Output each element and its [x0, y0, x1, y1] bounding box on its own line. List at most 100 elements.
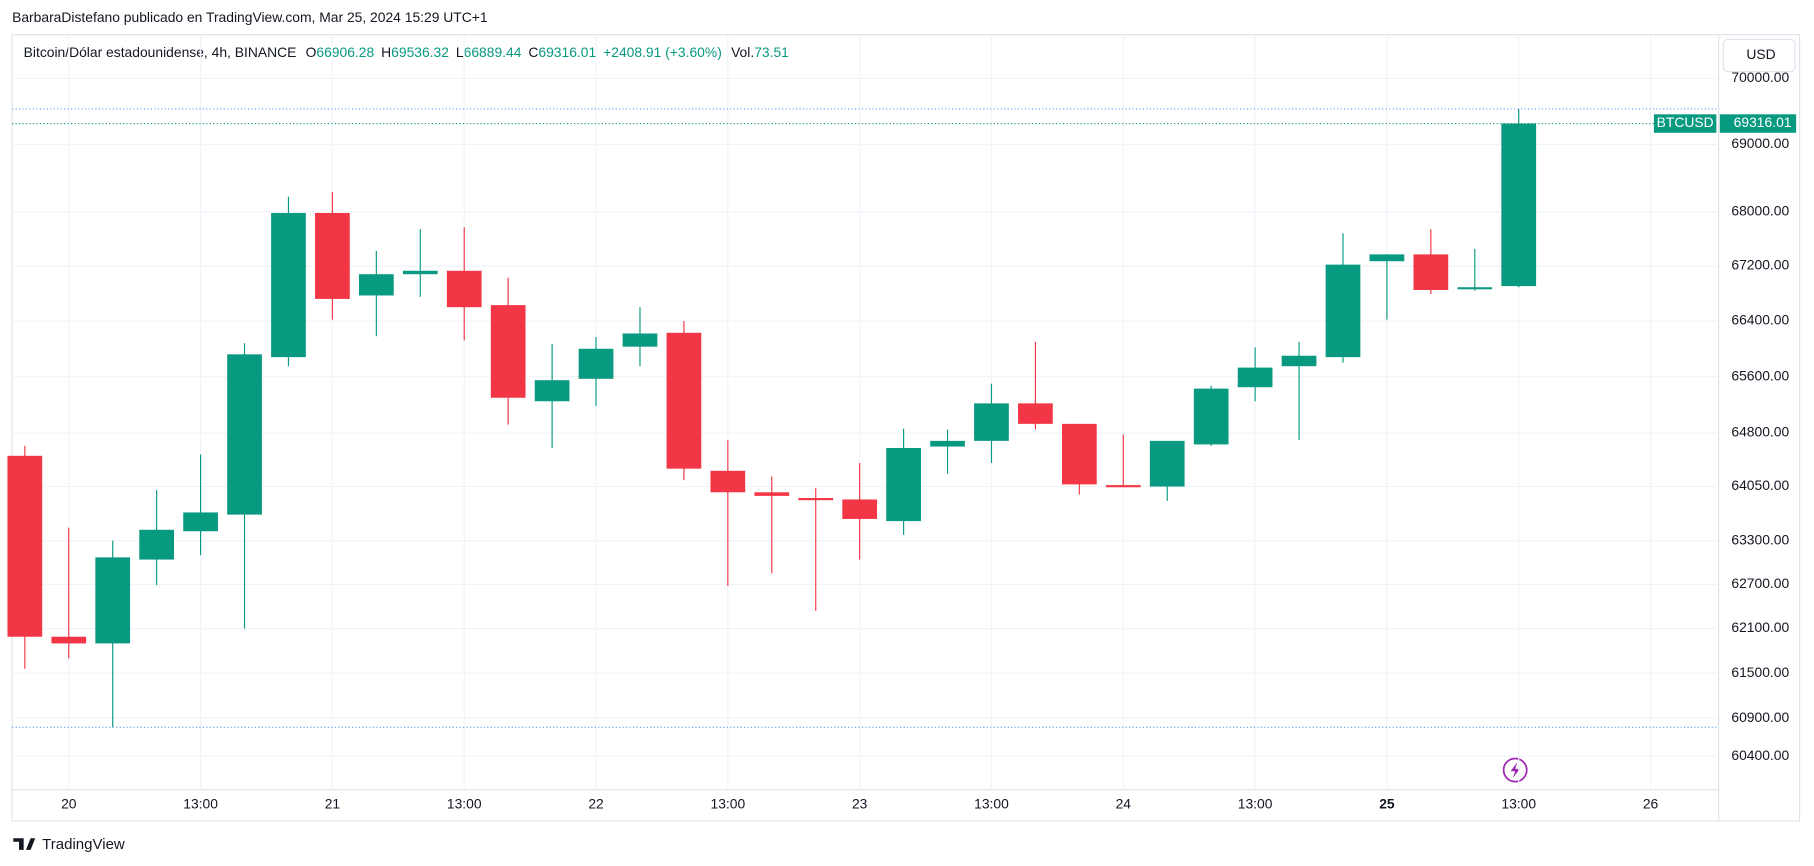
x-tick-label: 26 — [1643, 795, 1659, 811]
legend-value: 69316.01 — [538, 44, 596, 60]
candle-body — [710, 470, 746, 493]
candle — [227, 343, 262, 629]
y-tick-label: 70000.00 — [1731, 69, 1789, 85]
candle — [1413, 229, 1449, 295]
x-tick-label: 13:00 — [711, 795, 746, 811]
candle-body — [578, 348, 614, 379]
chart-frame — [11, 34, 1801, 822]
candle-body — [1237, 367, 1273, 388]
x-tick-label: 13:00 — [1501, 795, 1536, 811]
candle — [1062, 423, 1097, 495]
candle — [51, 527, 87, 659]
candle-body — [842, 499, 878, 519]
candle — [1325, 233, 1361, 363]
legend-key: C — [528, 44, 538, 60]
candle — [534, 343, 570, 448]
legend-change: +2408.91 (+3.60%) — [603, 44, 722, 60]
candle-body — [271, 212, 306, 358]
candle — [271, 196, 306, 367]
candle-body — [95, 557, 131, 644]
y-tick-label: 60400.00 — [1731, 747, 1789, 763]
legend-volume: 73.51 — [754, 44, 789, 60]
candle — [578, 336, 614, 407]
x-tick-label: 20 — [61, 795, 77, 811]
candle — [1369, 254, 1405, 320]
y-tick-label: 67200.00 — [1731, 257, 1789, 273]
legend-key: L — [456, 44, 464, 60]
candle — [974, 383, 1009, 463]
candle — [1149, 440, 1185, 501]
y-tick-label: 68000.00 — [1731, 202, 1789, 218]
candle-body — [1193, 388, 1229, 445]
currency-label[interactable]: USD — [1746, 46, 1775, 62]
candle-body — [534, 380, 570, 402]
x-tick-label: 21 — [325, 795, 341, 811]
currency-button[interactable] — [1722, 38, 1796, 73]
candle — [798, 487, 834, 611]
x-tick-label: 22 — [588, 795, 604, 811]
y-tick-label: 66400.00 — [1731, 312, 1789, 328]
y-tick-label: 65600.00 — [1731, 367, 1789, 383]
candle-body — [1018, 403, 1053, 424]
candle-body — [1369, 254, 1405, 262]
legend-key: H — [381, 44, 391, 60]
candle — [1501, 108, 1537, 288]
footer-brand: TradingView — [42, 836, 125, 853]
candle-body — [1149, 440, 1185, 487]
price-tag — [1719, 114, 1797, 133]
x-tick-label: 24 — [1116, 795, 1132, 811]
candle-body — [1457, 287, 1493, 290]
candle — [1018, 341, 1053, 430]
candle-body — [754, 492, 790, 496]
candle-body — [1062, 423, 1097, 485]
candle — [886, 428, 921, 535]
y-tick-label: 62700.00 — [1731, 575, 1789, 591]
tv-logo — [13, 838, 36, 850]
candle-body — [1501, 123, 1537, 287]
x-tick-label: 13:00 — [1238, 795, 1273, 811]
candle — [930, 429, 965, 474]
candle-body — [183, 512, 218, 532]
candle-body — [490, 305, 526, 398]
y-tick-label: 63300.00 — [1731, 531, 1789, 547]
candle-body — [402, 270, 438, 275]
candle — [1105, 434, 1141, 488]
candle-body — [974, 403, 1009, 441]
candle — [402, 229, 438, 297]
candle-body — [315, 212, 350, 299]
y-tick-label: 62100.00 — [1731, 619, 1789, 635]
candle — [842, 462, 878, 560]
candle — [1281, 341, 1317, 441]
candle-body — [930, 440, 965, 447]
candle-body — [446, 270, 482, 308]
candle — [358, 250, 394, 337]
x-tick-label: 25 — [1379, 795, 1395, 811]
y-tick-label: 61500.00 — [1731, 664, 1789, 680]
candle — [490, 277, 526, 425]
legend-key: O — [306, 44, 317, 60]
candle — [666, 321, 702, 481]
candle — [183, 454, 218, 556]
symbol-label: BTCUSD — [1657, 114, 1714, 130]
legend-title: Bitcoin/Dólar estadounidense, 4h, BINANC… — [24, 44, 297, 60]
candle-body — [358, 274, 394, 296]
event-icon[interactable] — [1502, 757, 1528, 783]
legend-value: 69536.32 — [391, 44, 449, 60]
candle-body — [622, 333, 658, 347]
y-tick-label: 64800.00 — [1731, 424, 1789, 440]
legend: Bitcoin/Dólar estadounidense, 4h, BINANC… — [24, 44, 790, 60]
candle-body — [7, 455, 43, 637]
x-tick-label: 13:00 — [974, 795, 1009, 811]
candle — [1193, 385, 1229, 446]
candle — [622, 307, 658, 367]
candle-body — [798, 498, 834, 501]
y-tick-label: 64050.00 — [1731, 477, 1789, 493]
candle-body — [227, 354, 262, 515]
y-tick-label: 69000.00 — [1731, 135, 1789, 151]
candle-body — [1325, 264, 1361, 358]
credit: BarbaraDistefano publicado en TradingVie… — [12, 9, 488, 25]
candle — [1237, 347, 1273, 402]
price-label: 69316.01 — [1734, 114, 1792, 130]
